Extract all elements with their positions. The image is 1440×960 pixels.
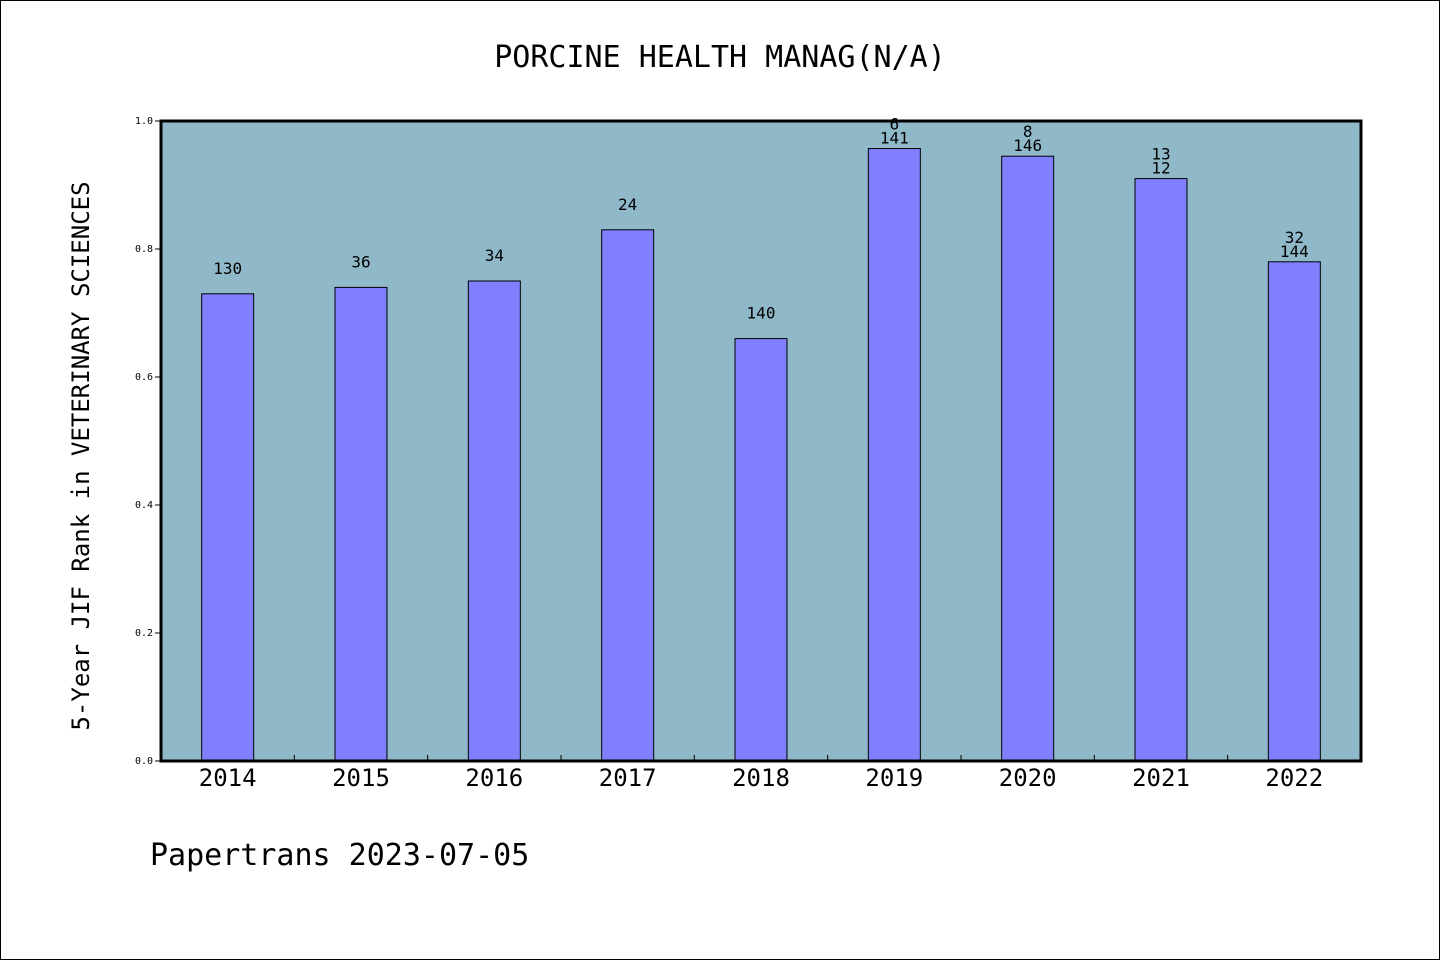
plot-frame: [159, 119, 1363, 763]
x-tick-label-2020: 2020: [999, 764, 1057, 792]
bar-label-2016: 34: [485, 246, 504, 265]
y-axis-ticks: 0.0 0.2 0.4 0.6 0.8 1.0: [135, 116, 161, 767]
bar-2022: [1267, 261, 1321, 762]
y-tick-label: 0.8: [135, 244, 153, 255]
bar-label-lower-2020: 146: [1013, 136, 1042, 155]
bar-label-upper-2022: 32: [1285, 228, 1304, 247]
y-tick-label: 0.2: [135, 628, 153, 639]
bar-2016: [467, 280, 521, 762]
y-tick-label: 0.4: [135, 500, 153, 511]
x-tick-label-2014: 2014: [199, 764, 257, 792]
x-tick-label-2015: 2015: [332, 764, 390, 792]
x-tick-label-2016: 2016: [465, 764, 523, 792]
bar-label-lower-2021: 12: [1151, 159, 1170, 178]
y-tick-label: 0.0: [135, 756, 153, 767]
bar-2020: [1001, 155, 1055, 762]
bar-label-2018: 140: [747, 304, 776, 323]
x-tick-label-2021: 2021: [1132, 764, 1190, 792]
bar-2015: [334, 286, 388, 762]
footer-text: Papertrans 2023-07-05: [150, 838, 529, 873]
bar-2017: [601, 229, 655, 762]
bar-2019: [867, 148, 921, 762]
bar-2021: [1134, 178, 1188, 762]
bar-label-lower-2019: 141: [880, 129, 909, 148]
x-axis-ticks: 2014 2015 2016 2017 2018 2019 2020 2021 2022: [199, 755, 1323, 792]
x-tick-label-2018: 2018: [732, 764, 790, 792]
bar-label-upper-2021: 13: [1151, 145, 1170, 164]
bar-label-upper-2020: 8: [1023, 122, 1033, 141]
x-tick-label-2022: 2022: [1265, 764, 1323, 792]
y-axis-label: 5-Year JIF Rank in VETERINARY SCIENCES: [67, 181, 95, 730]
bar-label-lower-2022: 144: [1280, 242, 1309, 261]
y-tick-label: 0.6: [135, 372, 153, 383]
bar-2014: [201, 293, 255, 762]
bar-label-upper-2019: 6: [890, 115, 900, 134]
x-tick-label-2019: 2019: [865, 764, 923, 792]
y-tick-label: 1.0: [135, 116, 153, 127]
x-tick-label-2017: 2017: [599, 764, 657, 792]
bar-label-2015: 36: [351, 252, 370, 271]
bars-group: [201, 148, 1321, 762]
chart-title: PORCINE HEALTH MANAG(N/A): [494, 40, 946, 75]
bar-label-2017: 24: [618, 195, 637, 214]
bar-label-2014: 130: [213, 259, 242, 278]
bar-2018: [734, 338, 788, 762]
